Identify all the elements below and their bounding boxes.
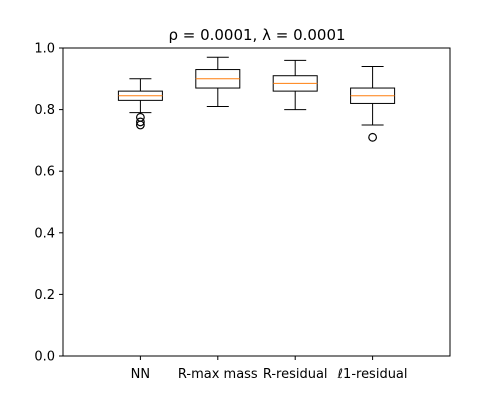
box-3	[350, 65, 396, 142]
boxes	[117, 56, 396, 142]
box-0	[117, 78, 163, 130]
y-tick-label: 0.8	[34, 103, 55, 118]
outlier-point	[135, 120, 145, 130]
box-1	[195, 56, 241, 108]
x-tick-label: NN	[131, 367, 150, 382]
x-axis: NN R-max mass R-residual ℓ1-residual	[131, 356, 408, 382]
plot-frame	[62, 47, 451, 357]
x-tick-label: ℓ1-residual	[337, 367, 408, 382]
box-2	[272, 59, 318, 111]
outlier-point	[368, 132, 378, 142]
y-tick-label: 0.0	[34, 350, 55, 365]
outlier-point	[135, 117, 145, 127]
chart-title: ρ = 0.0001, λ = 0.0001	[168, 26, 345, 44]
y-tick-label: 1.0	[34, 42, 55, 57]
x-tick-label: R-max mass	[178, 367, 258, 382]
y-tick-label: 0.4	[34, 226, 55, 241]
y-tick-label: 0.2	[34, 288, 55, 303]
y-tick-label: 0.6	[34, 165, 55, 180]
x-tick-label: R-residual	[263, 367, 328, 382]
y-axis: 0.0 0.2 0.4 0.6 0.8 1.0	[34, 42, 63, 365]
